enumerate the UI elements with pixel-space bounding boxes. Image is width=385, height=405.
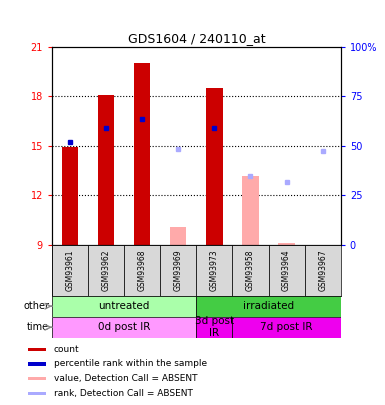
Title: GDS1604 / 240110_at: GDS1604 / 240110_at [127, 32, 265, 45]
Text: GSM93967: GSM93967 [318, 249, 327, 291]
Text: GSM93961: GSM93961 [65, 249, 75, 290]
Text: GSM93964: GSM93964 [282, 249, 291, 291]
Text: 3d post
IR: 3d post IR [195, 316, 234, 338]
Text: value, Detection Call = ABSENT: value, Detection Call = ABSENT [54, 374, 198, 383]
Bar [28, 377, 46, 380]
Bar [52, 245, 88, 296]
Bar [124, 245, 160, 296]
Text: count: count [54, 345, 80, 354]
Text: 0d post IR: 0d post IR [98, 322, 151, 332]
Bar [62, 147, 78, 245]
Bar [243, 176, 259, 245]
Bar [28, 392, 46, 395]
Text: rank, Detection Call = ABSENT: rank, Detection Call = ABSENT [54, 389, 193, 398]
Text: GSM93968: GSM93968 [138, 249, 147, 290]
Text: GSM93962: GSM93962 [102, 249, 110, 290]
Bar [88, 245, 124, 296]
Bar [28, 347, 46, 351]
Text: irradiated: irradiated [243, 301, 294, 311]
Text: GSM93973: GSM93973 [210, 249, 219, 291]
Bar [52, 296, 196, 317]
Bar [305, 245, 341, 296]
Bar [233, 245, 269, 296]
Bar [278, 243, 295, 245]
Bar [160, 245, 196, 296]
Bar [233, 317, 341, 338]
Bar [98, 94, 114, 245]
Text: time: time [27, 322, 49, 332]
Bar [196, 245, 233, 296]
Bar [52, 317, 196, 338]
Bar [196, 317, 233, 338]
Bar [28, 362, 46, 366]
Text: other: other [23, 301, 49, 311]
Bar [206, 88, 223, 245]
Text: percentile rank within the sample: percentile rank within the sample [54, 360, 207, 369]
Text: GSM93969: GSM93969 [174, 249, 183, 291]
Text: 7d post IR: 7d post IR [260, 322, 313, 332]
Bar [134, 63, 150, 245]
Bar [196, 296, 341, 317]
Bar [170, 227, 186, 245]
Text: untreated: untreated [99, 301, 150, 311]
Bar [269, 245, 305, 296]
Text: GSM93958: GSM93958 [246, 249, 255, 290]
